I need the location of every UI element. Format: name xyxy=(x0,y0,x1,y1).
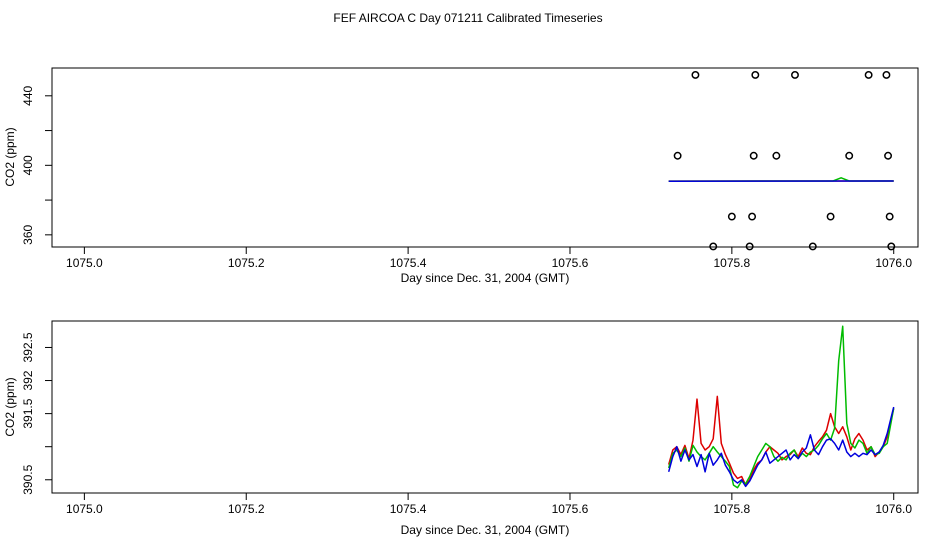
bottom-y-axis-label: CO2 (ppm) xyxy=(3,377,17,436)
top-y-tick-label: 360 xyxy=(21,225,35,245)
bottom-y-tick-label: 390.5 xyxy=(21,464,35,494)
bottom-x-tick-label: 1075.8 xyxy=(713,502,750,516)
bottom-x-tick-label: 1075.2 xyxy=(228,502,265,516)
top-panel: 360 400 440 1075.0 1075.2 1075.4 1075.6 1075.8… xyxy=(3,67,919,285)
top-data-point xyxy=(887,242,896,251)
bottom-y-tick-label: 391.5 xyxy=(21,398,35,428)
bottom-x-tick-label: 1075.0 xyxy=(66,502,103,516)
top-x-axis-label: Day since Dec. 31, 2004 (GMT) xyxy=(401,271,570,285)
bottom-series-line xyxy=(667,325,895,489)
top-data-point xyxy=(864,71,873,79)
bottom-x-tick-label: 1075.6 xyxy=(552,502,589,516)
top-series-lines xyxy=(668,177,894,183)
top-data-point xyxy=(751,71,760,79)
top-x-tick-label: 1075.4 xyxy=(390,256,427,270)
top-y-tick-label: 400 xyxy=(21,155,35,175)
top-plot-frame xyxy=(51,67,919,248)
bottom-x-tick-label: 1076.0 xyxy=(875,502,912,516)
top-data-point xyxy=(884,151,893,160)
top-data-point xyxy=(845,151,854,160)
bottom-x-tick-label: 1075.4 xyxy=(390,502,427,516)
top-x-tick-label: 1075.6 xyxy=(552,256,589,270)
bottom-series-lines xyxy=(667,325,895,489)
top-data-point xyxy=(673,151,682,160)
top-x-tick-label: 1076.0 xyxy=(875,256,912,270)
top-data-point xyxy=(691,71,700,79)
bottom-y-tick-label: 392 xyxy=(21,370,35,390)
top-data-point xyxy=(882,71,891,79)
top-x-ticks: 1075.0 1075.2 1075.4 1075.6 1075.8 1076.0 xyxy=(66,247,912,270)
top-data-point xyxy=(808,242,817,251)
top-data-point xyxy=(772,151,781,160)
top-data-point xyxy=(709,242,718,251)
top-data-point xyxy=(749,151,758,160)
bottom-series-line xyxy=(667,395,895,486)
top-y-ticks: 360 400 440 xyxy=(21,85,52,245)
bottom-y-tick-label: 392.5 xyxy=(21,332,35,362)
top-data-point xyxy=(826,212,835,221)
top-data-point xyxy=(748,212,757,221)
bottom-y-ticks: 390.5 391.5 392 392.5 xyxy=(21,332,52,495)
bottom-series-line xyxy=(667,406,895,488)
bottom-x-axis-label: Day since Dec. 31, 2004 (GMT) xyxy=(401,523,570,537)
top-data-point xyxy=(727,212,736,221)
top-y-tick-label: 440 xyxy=(21,85,35,105)
top-y-axis-label: CO2 (ppm) xyxy=(3,127,17,186)
bottom-plot-frame xyxy=(51,320,919,494)
top-data-point xyxy=(745,242,754,251)
top-x-tick-label: 1075.0 xyxy=(66,256,103,270)
top-data-point xyxy=(791,71,799,79)
top-x-tick-label: 1075.8 xyxy=(713,256,750,270)
top-x-tick-label: 1075.2 xyxy=(228,256,265,270)
bottom-x-ticks: 1075.0 1075.2 1075.4 1075.6 1075.8 1076.0 xyxy=(66,493,912,516)
top-data-point xyxy=(885,212,894,221)
figure-title: FEF AIRCOA C Day 071211 Calibrated Times… xyxy=(333,11,602,25)
top-points xyxy=(673,71,896,251)
